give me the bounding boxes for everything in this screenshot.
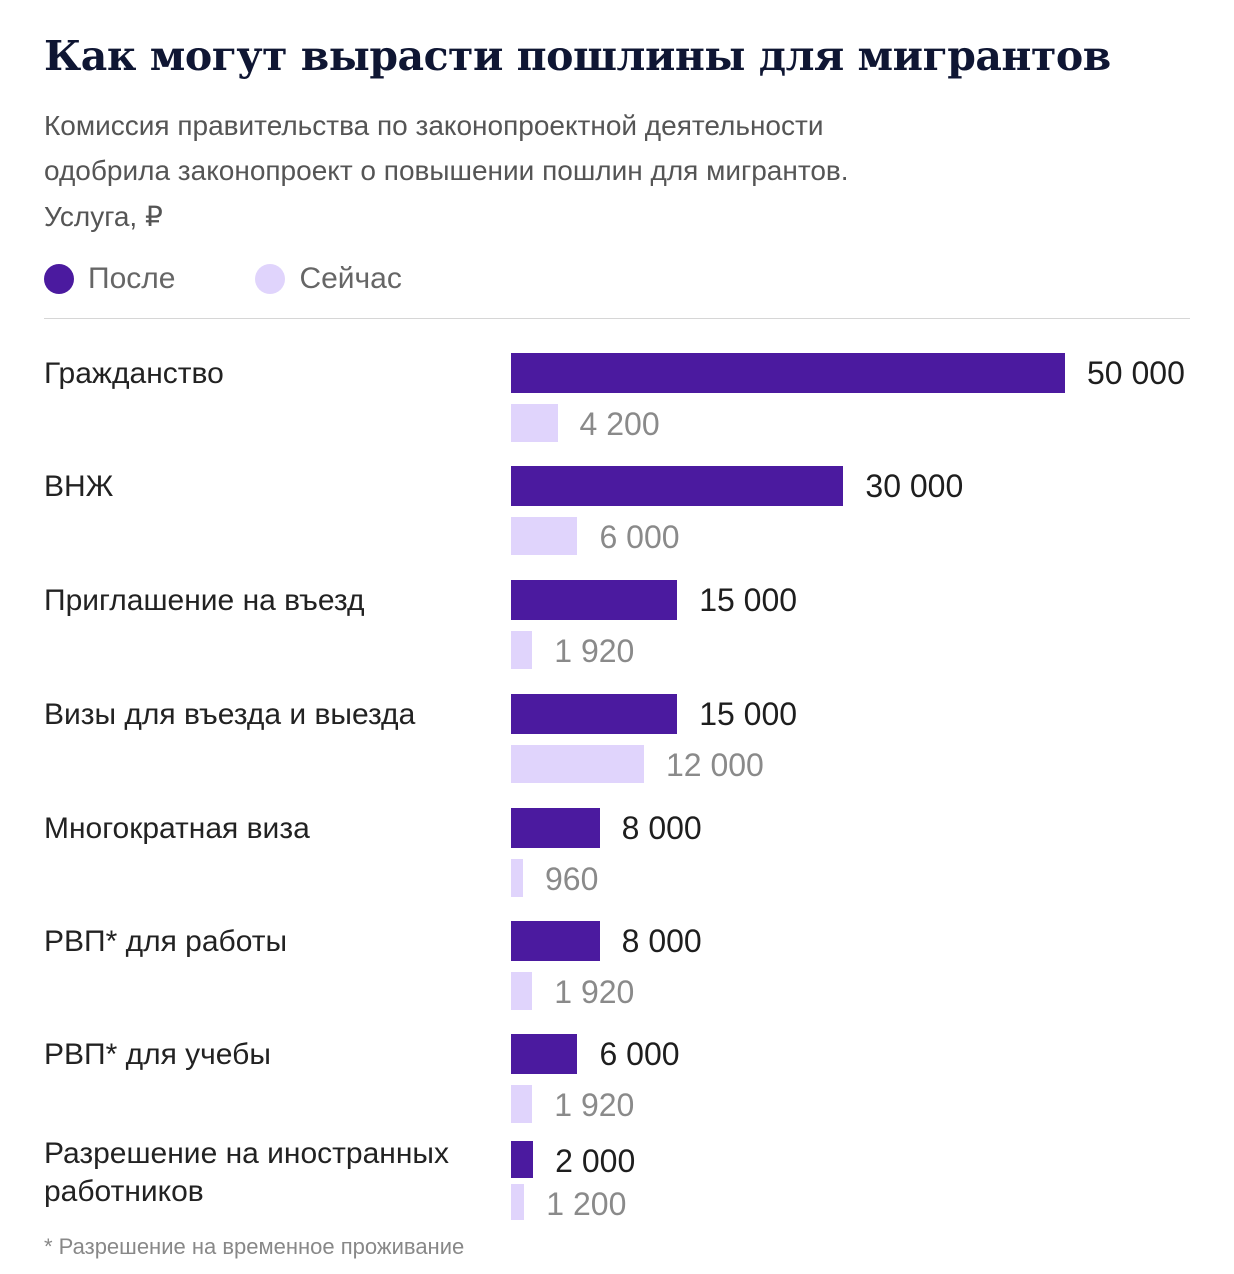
legend: После Сейчас [44,262,402,296]
value-label-after: 2 000 [555,1143,636,1179]
bar-now [511,745,644,783]
category-label: РВП* для учебы [44,1038,271,1071]
bar-now [511,1085,533,1123]
category-label: РВП* для работы [44,925,288,958]
bar-now [511,404,558,442]
value-label-after: 15 000 [699,582,798,618]
value-label-now: 1 920 [554,974,635,1010]
bar-after [511,921,600,961]
bar-after [511,808,600,848]
value-label-now: 1 200 [546,1186,627,1222]
category-label: Визы для въезда и выезда [44,698,416,731]
bar-now [511,631,533,669]
value-label-now: 1 920 [554,1087,635,1123]
value-label-now: 960 [545,861,599,897]
value-label-after: 8 000 [621,810,702,846]
unit-label: Услуга, ₽ [44,201,163,232]
legend-now-label: Сейчас [299,262,402,295]
legend-after-label: После [88,262,176,295]
chart-title: Как могут вырасти пошлины для мигрантов [44,32,1111,80]
subtitle-line-2: одобрила законопроект о повышении пошлин… [44,155,849,186]
divider [44,318,1190,319]
bar-after [511,1141,534,1178]
bar-now [511,972,533,1010]
category-label: Многократная виза [44,812,310,845]
bar-now [511,1184,525,1220]
footnote: * Разрешение на временное проживание [44,1234,465,1259]
bar-after [511,580,678,620]
value-label-now: 1 920 [554,633,635,669]
category-label: Разрешение на иностранных работников [44,1137,449,1208]
bar-after [511,466,844,506]
legend-after-swatch [44,264,74,294]
category-label: Гражданство [44,357,224,390]
value-label-after: 8 000 [621,923,702,959]
value-label-now: 6 000 [599,519,680,555]
value-label-now: 12 000 [665,747,764,783]
bar-now [511,517,578,555]
category-label: ВНЖ [44,470,114,503]
value-label-after: 30 000 [865,468,964,504]
value-label-after: 15 000 [699,696,798,732]
bar-now [511,859,523,897]
category-label: Приглашение на въезд [44,584,365,617]
subtitle-line-1: Комиссия правительства по законопроектно… [44,110,824,141]
value-label-now: 4 200 [579,406,660,442]
value-label-after: 50 000 [1087,355,1185,391]
legend-now-swatch [255,264,286,294]
bar-after [511,353,1065,393]
value-label-after: 6 000 [599,1036,680,1072]
bar-after [511,694,678,734]
bar-after [511,1034,578,1074]
